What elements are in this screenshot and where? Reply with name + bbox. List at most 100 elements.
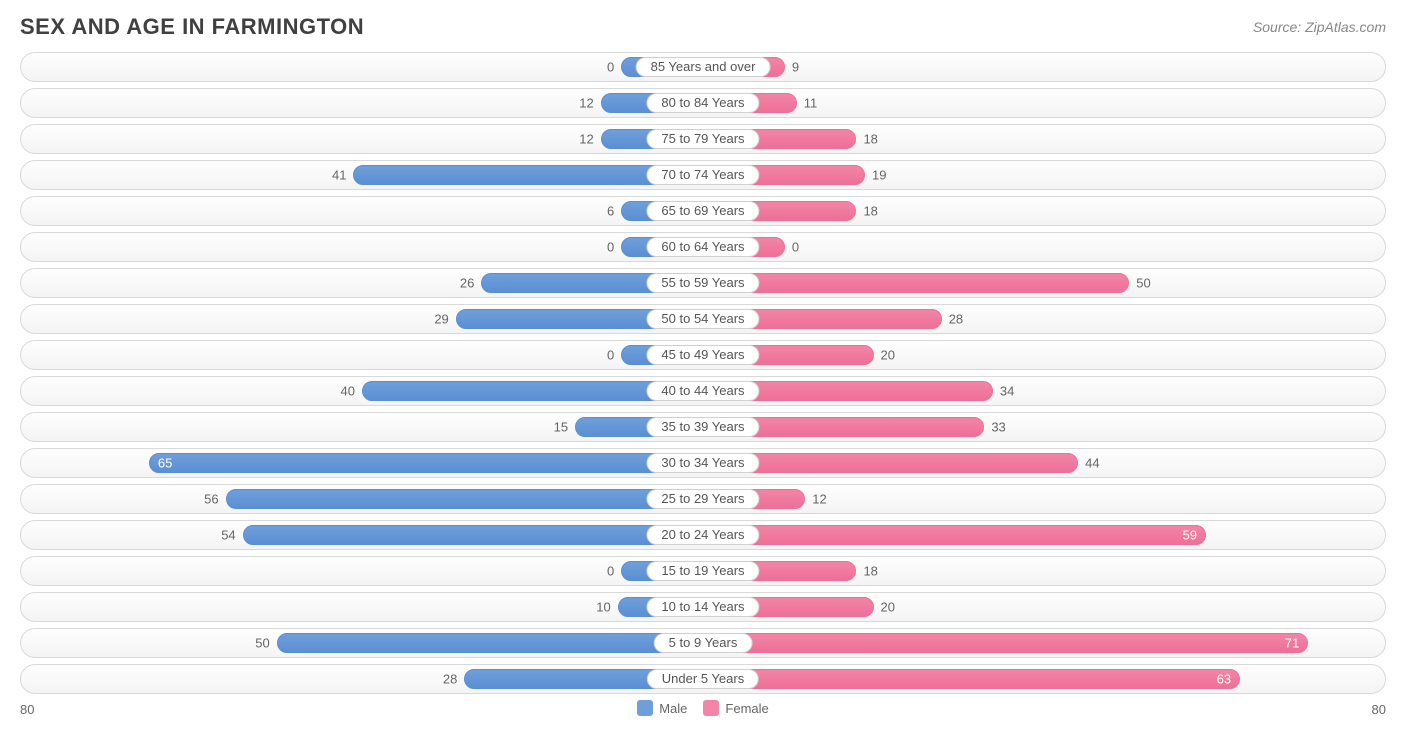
female-track: 18 [703, 129, 1385, 149]
female-value-label: 18 [855, 564, 877, 579]
male-value-label: 50 [255, 636, 277, 651]
age-group-pill: 20 to 24 Years [646, 525, 759, 545]
age-group-pill: 60 to 64 Years [646, 237, 759, 257]
pyramid-row: 56 12 25 to 29 Years [20, 484, 1386, 514]
male-value-label: 12 [579, 96, 601, 111]
male-track: 10 [21, 597, 703, 617]
male-track: 65 [21, 453, 703, 473]
legend-swatch [703, 700, 719, 716]
female-track: 18 [703, 201, 1385, 221]
legend-label: Male [659, 701, 687, 716]
legend-item: Female [703, 700, 768, 716]
age-group-pill: 85 Years and over [636, 57, 771, 77]
male-value-label: 15 [554, 420, 576, 435]
male-track: 54 [21, 525, 703, 545]
female-value-label: 19 [864, 168, 886, 183]
female-track: 11 [703, 93, 1385, 113]
male-value-label: 28 [443, 672, 465, 687]
pyramid-row: 40 34 40 to 44 Years [20, 376, 1386, 406]
pyramid-row: 0 9 85 Years and over [20, 52, 1386, 82]
male-value-label: 41 [332, 168, 354, 183]
pyramid-row: 29 28 50 to 54 Years [20, 304, 1386, 334]
age-group-pill: 75 to 79 Years [646, 129, 759, 149]
age-group-pill: 80 to 84 Years [646, 93, 759, 113]
female-track: 20 [703, 597, 1385, 617]
female-value-label: 20 [873, 348, 895, 363]
age-group-pill: 25 to 29 Years [646, 489, 759, 509]
female-bar: 71 [703, 633, 1308, 653]
age-group-pill: 15 to 19 Years [646, 561, 759, 581]
female-value-label: 18 [855, 204, 877, 219]
axis-label-right: 80 [1346, 702, 1386, 717]
female-value-label: 28 [941, 312, 963, 327]
female-value-label: 9 [784, 60, 799, 75]
population-pyramid-chart: 0 9 85 Years and over 12 11 80 t [20, 52, 1386, 694]
chart-footer: 80 Male Female 80 [20, 700, 1386, 719]
female-track: 19 [703, 165, 1385, 185]
female-track: 12 [703, 489, 1385, 509]
female-value-label: 0 [784, 240, 799, 255]
male-track: 0 [21, 561, 703, 581]
male-track: 29 [21, 309, 703, 329]
pyramid-row: 0 0 60 to 64 Years [20, 232, 1386, 262]
pyramid-row: 12 18 75 to 79 Years [20, 124, 1386, 154]
female-value-label: 12 [804, 492, 826, 507]
male-track: 26 [21, 273, 703, 293]
female-track: 59 [703, 525, 1385, 545]
male-track: 56 [21, 489, 703, 509]
female-value-label: 11 [796, 96, 818, 111]
chart-header: SEX AND AGE IN FARMINGTON Source: ZipAtl… [20, 10, 1386, 52]
female-track: 20 [703, 345, 1385, 365]
chart-legend: Male Female [60, 700, 1346, 719]
female-bar: 63 [703, 669, 1240, 689]
male-track: 0 [21, 57, 703, 77]
age-group-pill: 50 to 54 Years [646, 309, 759, 329]
axis-label-left: 80 [20, 702, 60, 717]
male-value-label: 10 [596, 600, 618, 615]
age-group-pill: 55 to 59 Years [646, 273, 759, 293]
male-bar: 65 [149, 453, 703, 473]
male-value-label: 0 [607, 240, 622, 255]
male-track: 12 [21, 129, 703, 149]
pyramid-row: 12 11 80 to 84 Years [20, 88, 1386, 118]
female-value-label: 59 [1183, 528, 1197, 543]
male-track: 41 [21, 165, 703, 185]
age-group-pill: 30 to 34 Years [646, 453, 759, 473]
female-value-label: 34 [992, 384, 1014, 399]
male-value-label: 0 [607, 348, 622, 363]
male-track: 12 [21, 93, 703, 113]
pyramid-row: 0 20 45 to 49 Years [20, 340, 1386, 370]
female-track: 28 [703, 309, 1385, 329]
male-bar: 56 [226, 489, 703, 509]
age-group-pill: 5 to 9 Years [654, 633, 753, 653]
male-value-label: 26 [460, 276, 482, 291]
pyramid-row: 6 18 65 to 69 Years [20, 196, 1386, 226]
male-bar: 54 [243, 525, 703, 545]
female-value-label: 50 [1128, 276, 1150, 291]
age-group-pill: 65 to 69 Years [646, 201, 759, 221]
female-track: 44 [703, 453, 1385, 473]
female-track: 0 [703, 237, 1385, 257]
male-track: 40 [21, 381, 703, 401]
pyramid-row: 41 19 70 to 74 Years [20, 160, 1386, 190]
male-track: 0 [21, 345, 703, 365]
female-value-label: 20 [873, 600, 895, 615]
legend-swatch [637, 700, 653, 716]
age-group-pill: 35 to 39 Years [646, 417, 759, 437]
pyramid-row: 15 33 35 to 39 Years [20, 412, 1386, 442]
male-value-label: 12 [579, 132, 601, 147]
female-track: 34 [703, 381, 1385, 401]
pyramid-row: 26 50 55 to 59 Years [20, 268, 1386, 298]
chart-source: Source: ZipAtlas.com [1253, 19, 1386, 35]
female-track: 71 [703, 633, 1385, 653]
female-track: 18 [703, 561, 1385, 581]
male-track: 50 [21, 633, 703, 653]
pyramid-row: 0 18 15 to 19 Years [20, 556, 1386, 586]
pyramid-row: 50 71 5 to 9 Years [20, 628, 1386, 658]
pyramid-row: 54 59 20 to 24 Years [20, 520, 1386, 550]
female-value-label: 44 [1077, 456, 1099, 471]
pyramid-row: 65 44 30 to 34 Years [20, 448, 1386, 478]
pyramid-row: 10 20 10 to 14 Years [20, 592, 1386, 622]
age-group-pill: 45 to 49 Years [646, 345, 759, 365]
female-track: 9 [703, 57, 1385, 77]
